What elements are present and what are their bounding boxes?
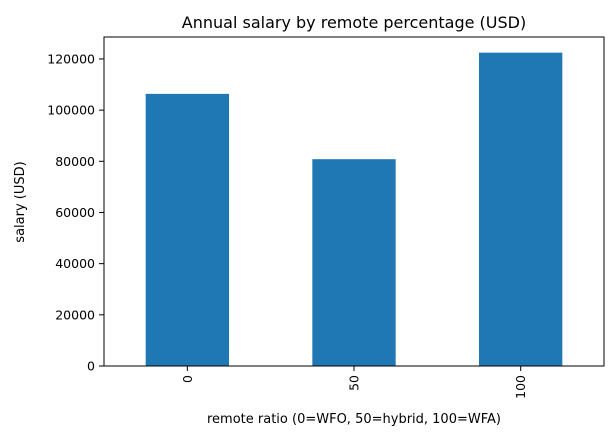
axes-frame — [103, 36, 605, 367]
y-tick-label: 60000 — [55, 205, 95, 220]
y-tick-label: 20000 — [55, 307, 95, 322]
y-tick-label: 120000 — [47, 51, 95, 66]
plot-area: 0 20000 40000 60000 80000 100000 120000 0 50 100 — [47, 36, 605, 399]
y-tick-label: 40000 — [55, 256, 95, 271]
y-tick-label: 80000 — [55, 154, 95, 169]
x-axis-label: remote ratio (0=WFO, 50=hybrid, 100=WFA) — [207, 412, 501, 427]
y-axis-label: salary (USD) — [13, 161, 28, 242]
bar-0 — [145, 93, 229, 367]
y-tick-label: 100000 — [47, 103, 95, 118]
y-tick-label: 0 — [87, 359, 95, 374]
x-tick-label: 50 — [347, 375, 362, 391]
x-tick-label: 100 — [513, 375, 528, 399]
bar-100 — [479, 52, 563, 367]
x-tick-label: 0 — [180, 375, 195, 383]
bar-50 — [312, 159, 396, 366]
chart-title: Annual salary by remote percentage (USD) — [182, 13, 526, 32]
